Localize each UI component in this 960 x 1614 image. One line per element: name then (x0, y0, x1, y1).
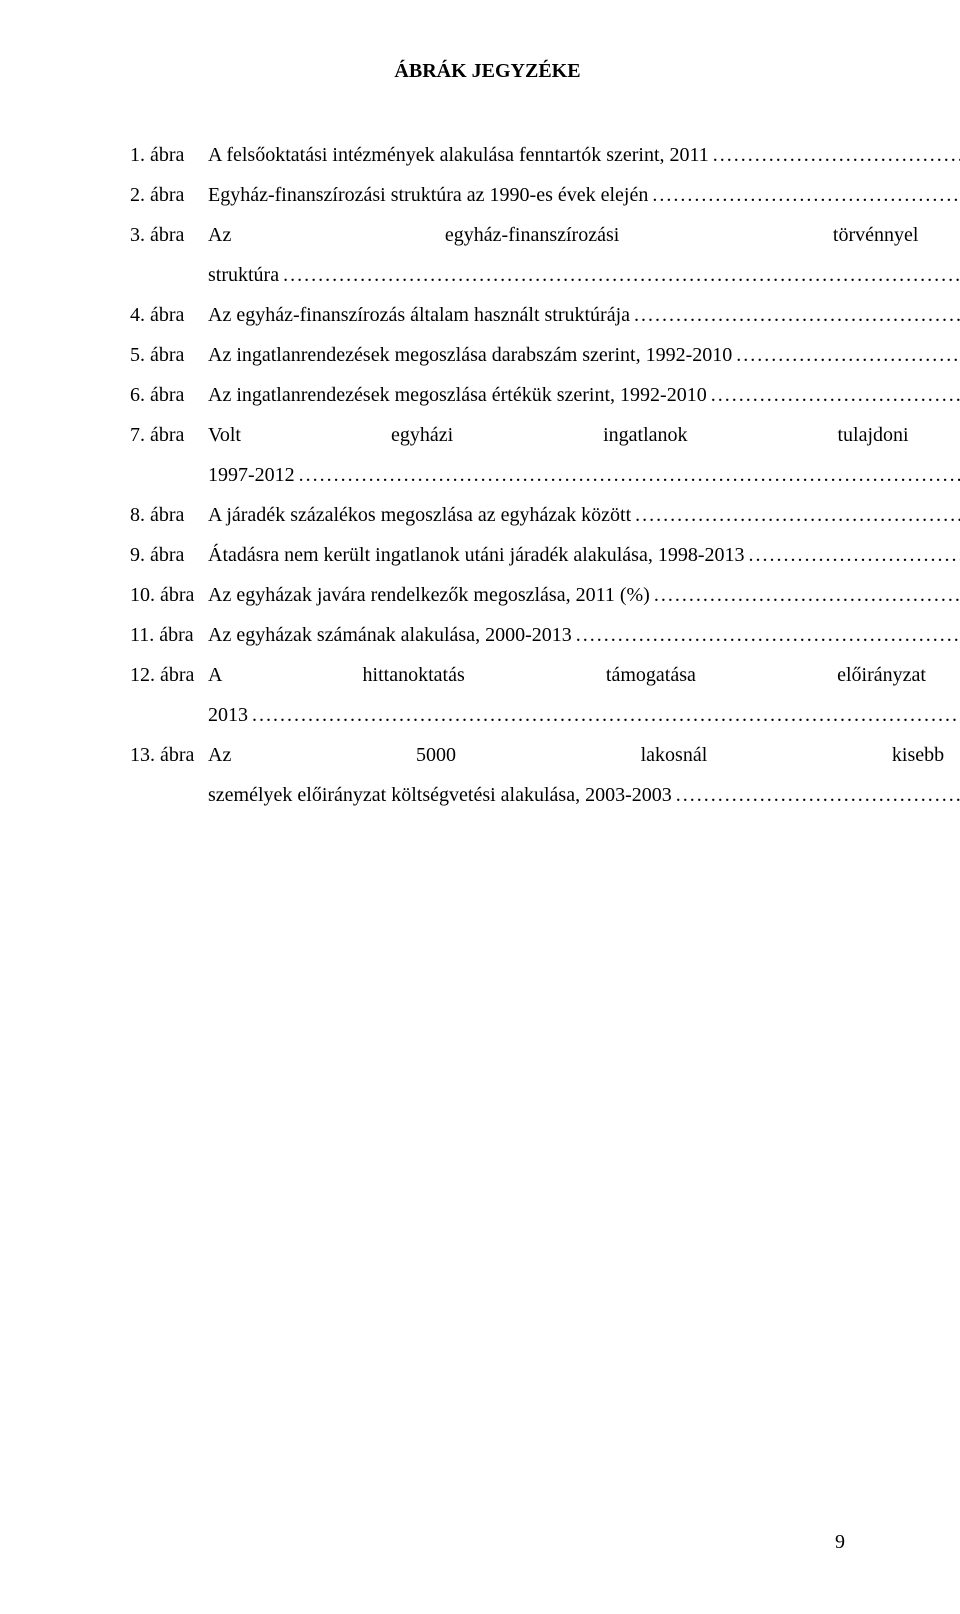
dot-leader (744, 535, 960, 575)
figure-entry: 10. ábraAz egyházak javára rendelkezők m… (130, 575, 845, 615)
entry-text: Egyház-finanszírozási struktúra az 1990-… (208, 175, 648, 215)
dot-leader (631, 495, 960, 535)
entry-line: Az ingatlanrendezések megoszlása darabsz… (208, 335, 960, 375)
dot-leader (630, 295, 960, 335)
entry-label: 10. ábra (130, 575, 208, 615)
entry-text: Volt egyházi ingatlanok tulajdoni helyze… (208, 415, 960, 455)
entry-text: A hittanoktatás támogatása előirányzat k… (208, 655, 960, 695)
entry-line: Az 5000 lakosnál kisebb településeken sz… (208, 735, 960, 775)
entry-body: Átadásra nem került ingatlanok utáni jár… (208, 535, 960, 575)
entry-line: Az egyház-finanszírozási törvénnyel kial… (208, 215, 960, 255)
dot-leader (295, 455, 960, 495)
entry-body: Az 5000 lakosnál kisebb településeken sz… (208, 735, 960, 815)
entry-body: Az ingatlanrendezések megoszlása darabsz… (208, 335, 960, 375)
entry-line: A járadék százalékos megoszlása az egyhá… (208, 495, 960, 535)
figure-entry: 7. ábraVolt egyházi ingatlanok tulajdoni… (130, 415, 845, 495)
entry-line: Átadásra nem került ingatlanok utáni jár… (208, 535, 960, 575)
entry-line: struktúra 97 (208, 255, 960, 295)
entry-body: A járadék százalékos megoszlása az egyhá… (208, 495, 960, 535)
dot-leader (650, 575, 960, 615)
document-title: ÁBRÁK JEGYZÉKE (130, 60, 845, 83)
entry-line: személyek előirányzat költségvetési alak… (208, 775, 960, 815)
dot-leader (672, 775, 960, 815)
entry-text: Az 5000 lakosnál kisebb településeken sz… (208, 735, 960, 775)
entry-body: Volt egyházi ingatlanok tulajdoni helyze… (208, 415, 960, 495)
entry-label: 13. ábra (130, 735, 208, 775)
entry-label: 7. ábra (130, 415, 208, 455)
figure-entry: 6. ábraAz ingatlanrendezések megoszlása … (130, 375, 845, 415)
dot-leader (732, 335, 960, 375)
dot-leader (707, 375, 960, 415)
entry-body: Az egyházak számának alakulása, 2000-201… (208, 615, 960, 655)
entry-body: Az ingatlanrendezések megoszlása értékük… (208, 375, 960, 415)
figure-entry: 4. ábraAz egyház-finanszírozás általam h… (130, 295, 845, 335)
entry-line: Egyház-finanszírozási struktúra az 1990-… (208, 175, 960, 215)
figure-list: 1. ábraA felsőoktatási intézmények alaku… (130, 135, 845, 815)
figure-entry: 12. ábraA hittanoktatás támogatása előir… (130, 655, 845, 735)
entry-body: Az egyház-finanszírozás általam használt… (208, 295, 960, 335)
entry-line: Az egyházak számának alakulása, 2000-201… (208, 615, 960, 655)
entry-label: 4. ábra (130, 295, 208, 335)
entry-text: Az egyház-finanszírozás általam használt… (208, 295, 630, 335)
entry-text: Átadásra nem került ingatlanok utáni jár… (208, 535, 744, 575)
entry-text: 1997-2012 (208, 455, 295, 495)
entry-line: A hittanoktatás támogatása előirányzat k… (208, 655, 960, 695)
figure-entry: 8. ábraA járadék százalékos megoszlása a… (130, 495, 845, 535)
entry-line: Volt egyházi ingatlanok tulajdoni helyze… (208, 415, 960, 455)
figure-entry: 1. ábraA felsőoktatási intézmények alaku… (130, 135, 845, 175)
entry-label: 5. ábra (130, 335, 208, 375)
entry-line: 1997-2012 160 (208, 455, 960, 495)
entry-text: személyek előirányzat költségvetési alak… (208, 775, 672, 815)
entry-label: 3. ábra (130, 215, 208, 255)
entry-line: Az ingatlanrendezések megoszlása értékük… (208, 375, 960, 415)
entry-text: Az egyházak számának alakulása, 2000-201… (208, 615, 572, 655)
dot-leader (709, 135, 960, 175)
entry-line: 2013 195 (208, 695, 960, 735)
figure-entry: 9. ábraÁtadásra nem került ingatlanok ut… (130, 535, 845, 575)
entry-body: Az egyházak javára rendelkezők megoszlás… (208, 575, 960, 615)
figure-entry: 13. ábraAz 5000 lakosnál kisebb települé… (130, 735, 845, 815)
entry-text: struktúra (208, 255, 279, 295)
entry-label: 11. ábra (130, 615, 208, 655)
entry-body: A hittanoktatás támogatása előirányzat k… (208, 655, 960, 735)
dot-leader (648, 175, 960, 215)
entry-text: Az egyházak javára rendelkezők megoszlás… (208, 575, 650, 615)
entry-line: Az egyház-finanszírozás általam használt… (208, 295, 960, 335)
figure-entry: 5. ábraAz ingatlanrendezések megoszlása … (130, 335, 845, 375)
entry-text: 2013 (208, 695, 248, 735)
entry-body: Egyház-finanszírozási struktúra az 1990-… (208, 175, 960, 215)
dot-leader (248, 695, 960, 735)
dot-leader (279, 255, 960, 295)
entry-body: Az egyház-finanszírozási törvénnyel kial… (208, 215, 960, 295)
entry-text: A felsőoktatási intézmények alakulása fe… (208, 135, 709, 175)
figure-entry: 3. ábraAz egyház-finanszírozási törvénny… (130, 215, 845, 295)
entry-label: 6. ábra (130, 375, 208, 415)
dot-leader (572, 615, 960, 655)
figure-entry: 2. ábraEgyház-finanszírozási struktúra a… (130, 175, 845, 215)
entry-label: 8. ábra (130, 495, 208, 535)
entry-body: A felsőoktatási intézmények alakulása fe… (208, 135, 960, 175)
entry-text: Az ingatlanrendezések megoszlása darabsz… (208, 335, 732, 375)
entry-line: A felsőoktatási intézmények alakulása fe… (208, 135, 960, 175)
entry-text: A járadék százalékos megoszlása az egyhá… (208, 495, 631, 535)
entry-text: Az egyház-finanszírozási törvénnyel kial… (208, 215, 960, 255)
entry-label: 9. ábra (130, 535, 208, 575)
entry-label: 12. ábra (130, 655, 208, 695)
entry-line: Az egyházak javára rendelkezők megoszlás… (208, 575, 960, 615)
figure-entry: 11. ábraAz egyházak számának alakulása, … (130, 615, 845, 655)
entry-text: Az ingatlanrendezések megoszlása értékük… (208, 375, 707, 415)
entry-label: 2. ábra (130, 175, 208, 215)
page-number: 9 (835, 1531, 845, 1554)
entry-label: 1. ábra (130, 135, 208, 175)
